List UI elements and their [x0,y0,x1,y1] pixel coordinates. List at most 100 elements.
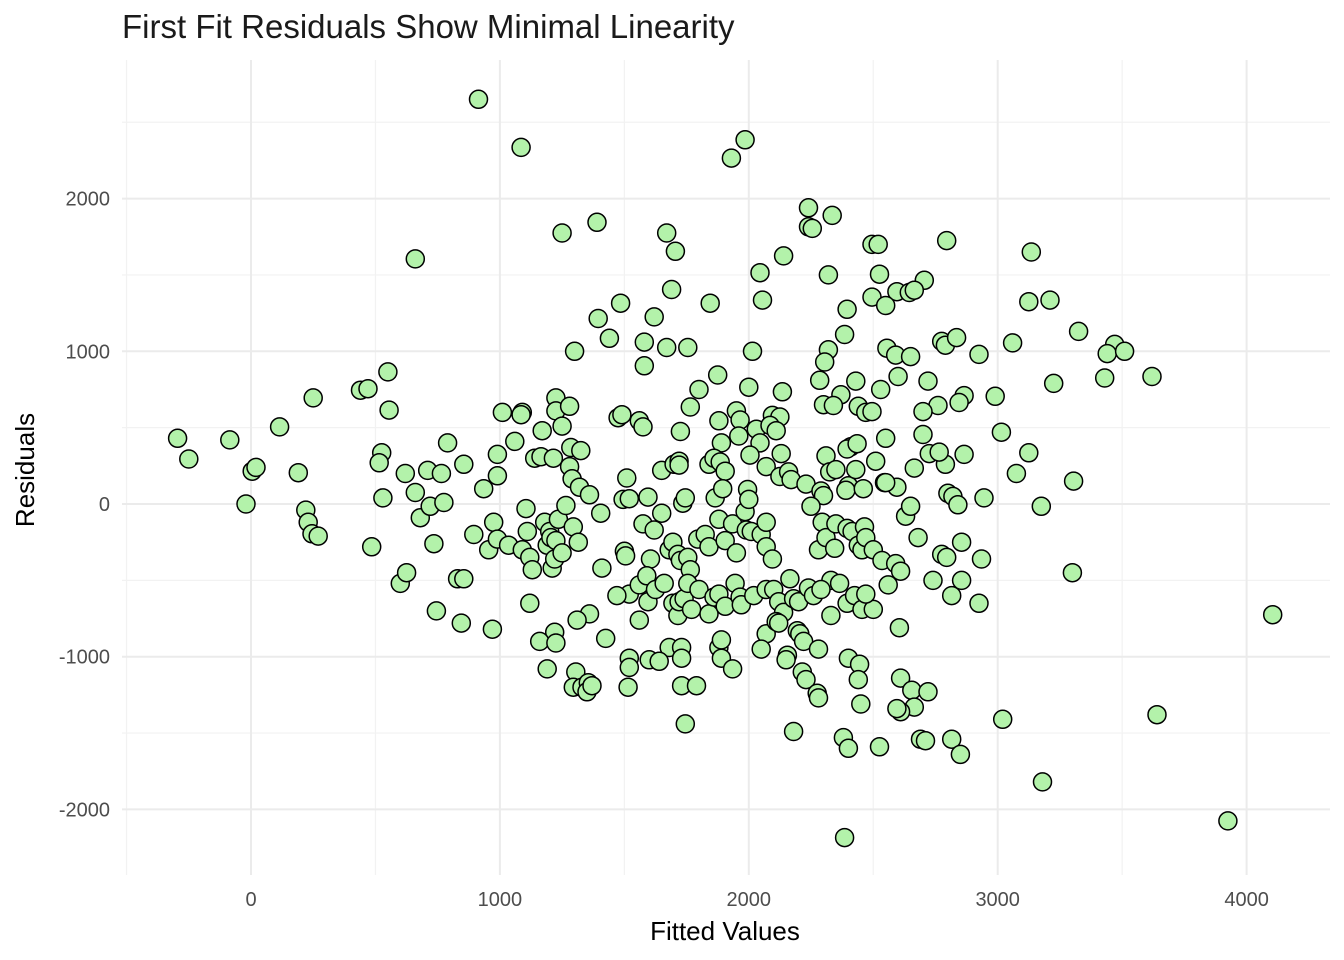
scatter-point [756,456,776,477]
scatter-point [888,366,908,387]
scatter-point [675,488,696,508]
scatter-point [681,599,702,620]
scatter-point [853,478,874,499]
scatter-point [870,379,891,400]
scatter-point [543,448,564,468]
scatter-point [801,496,821,517]
scatter-point [798,198,819,218]
scatter-point [434,492,454,513]
scatter-point [875,472,896,493]
scatter-point [680,397,701,417]
scatter-point [437,433,458,453]
scatter-point [707,365,728,385]
scatter-point [969,593,989,614]
scatter-point [617,468,637,488]
scatter-point [582,675,602,696]
scatter-point [454,569,474,589]
scatter-point [908,527,928,548]
scatter-point [848,669,869,690]
scatter-point [1019,443,1039,463]
scatter-point [936,547,957,568]
scatter-point [405,249,426,269]
scatter-point [644,307,664,327]
scatter-point [615,546,636,566]
scatter-point [431,463,452,484]
scatter-point [634,356,655,376]
scatter-point [1068,321,1089,342]
scatter-point [220,430,240,450]
scatter-point [766,420,786,441]
scatter-point [941,585,962,606]
scatter-point [954,444,974,465]
scatter-point [634,332,655,352]
scatter-point [661,279,682,300]
scatter-point [742,341,763,362]
scatter-point [670,421,691,442]
scatter-point [951,532,972,552]
scatter-point [969,344,989,365]
scatter-point [991,422,1012,442]
scatter-point [373,488,393,508]
scatter-point [722,659,743,679]
scatter-point [675,714,696,734]
scatter-point [482,619,503,639]
scatter-point [715,461,735,481]
scatter-point [950,744,971,765]
y-tick-label: 0 [99,494,110,516]
scatter-point [686,675,707,696]
scatter-point [768,613,789,633]
scatter-point [532,420,552,441]
x-tick-label: 4000 [1224,889,1269,911]
scatter-point [595,628,616,649]
scatter-point [946,327,967,348]
scatter-point [511,137,531,158]
scatter-point [918,371,938,391]
scatter-point [1043,373,1064,394]
scatter-point [649,651,669,672]
scatter-point [637,566,657,586]
scatter-point [610,293,631,313]
scatter-point [619,657,640,678]
scatter-point [826,459,846,480]
scatter-point [451,613,472,633]
scatter-point [1040,290,1060,310]
scatter-point [426,601,447,621]
scatter-point [837,299,857,320]
scatter-point [776,650,796,670]
scatter-point [902,680,922,701]
scatter-point [537,659,557,679]
scatter-point [1031,496,1052,517]
scatter-point [568,532,589,552]
scatter-point [1002,333,1023,353]
scatter-point [1032,772,1053,792]
scatter-point [709,411,729,431]
scatter-point [869,737,890,757]
scatter-point [454,454,474,475]
scatter-point [167,428,188,449]
scatter-point [640,549,661,569]
scatter-point [712,478,733,499]
scatter-point [588,308,608,329]
scatter-point [678,337,698,358]
scatter-point [644,520,664,540]
scatter-point [612,404,632,425]
scatter-point [856,584,876,604]
scatter-point [665,241,686,262]
scatter-point [751,639,771,659]
scatter-point [587,212,607,233]
scatter-point [838,738,859,759]
scatter-point [868,234,888,255]
scatter-point [992,709,1013,730]
scatter-point [971,549,992,569]
scatter-point [656,337,677,358]
scatter-point [1262,604,1283,625]
scatter-point [1021,242,1042,262]
scatter-point [590,503,611,523]
scatter-point [936,230,957,251]
scatter-point [618,677,638,697]
scatter-point [836,480,856,501]
scatter-point [846,371,866,391]
scatter-point [829,573,850,594]
scatter-point [505,431,525,452]
